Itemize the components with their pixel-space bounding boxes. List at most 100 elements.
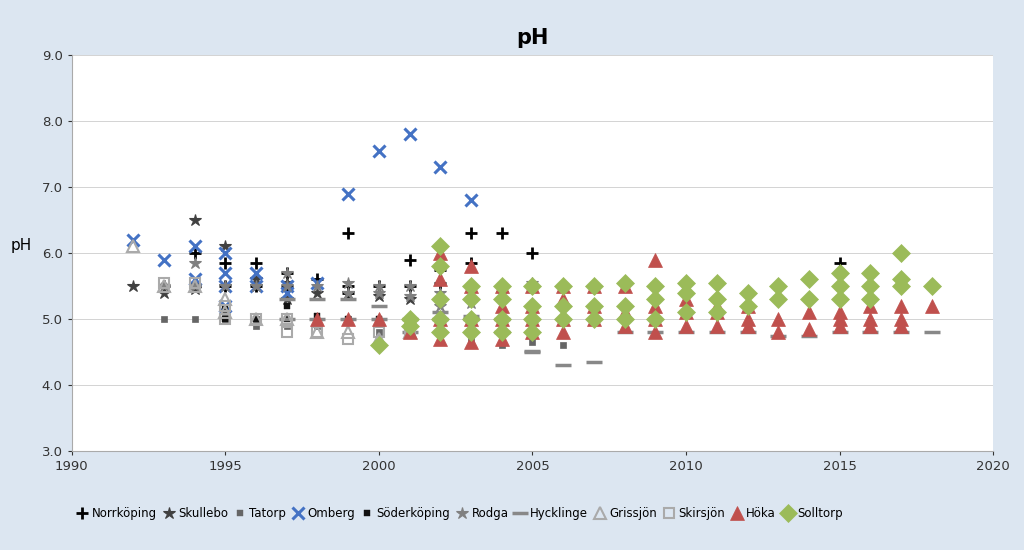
Tatorp — [311, 322, 324, 329]
Norrköping — [342, 283, 354, 289]
Grissjön — [188, 283, 201, 289]
Norrköping — [188, 250, 201, 256]
Rodga — [434, 302, 446, 309]
Norrköping — [465, 260, 477, 266]
Norrköping — [403, 256, 416, 263]
Grissjön — [127, 243, 139, 250]
Line: Rodga: Rodga — [158, 257, 539, 312]
Omberg — [127, 236, 139, 243]
Hycklinge — [311, 296, 324, 303]
Skullebo — [311, 289, 324, 296]
Skirsjön — [403, 329, 416, 336]
Solltorp — [680, 289, 692, 296]
Rodga — [465, 299, 477, 306]
Line: Söderköping: Söderköping — [161, 283, 443, 322]
Line: Tatorp: Tatorp — [161, 309, 566, 349]
Hycklinge — [496, 316, 508, 322]
Hycklinge — [741, 329, 754, 336]
Söderköping — [188, 283, 201, 289]
Hycklinge — [834, 329, 846, 336]
Skullebo — [403, 296, 416, 303]
Hycklinge — [711, 329, 723, 336]
Skullebo — [373, 293, 385, 299]
Skirsjön — [158, 279, 170, 286]
Söderköping — [342, 316, 354, 322]
Solltorp — [434, 243, 446, 250]
Line: Skullebo: Skullebo — [127, 214, 416, 305]
Tatorp — [250, 316, 262, 322]
Grissjön — [219, 296, 231, 303]
Hycklinge — [588, 359, 600, 365]
Grissjön — [311, 329, 324, 336]
Höka — [311, 316, 324, 322]
Hycklinge — [434, 309, 446, 316]
Höka — [496, 302, 508, 309]
Omberg — [158, 256, 170, 263]
Skullebo — [281, 279, 293, 286]
Hycklinge — [281, 316, 293, 322]
Skirsjön — [281, 329, 293, 336]
Y-axis label: pH: pH — [10, 238, 32, 253]
Title: pH: pH — [516, 28, 549, 48]
Skirsjön — [250, 316, 262, 322]
Skullebo — [281, 296, 293, 303]
Söderköping — [373, 316, 385, 322]
Norrköping — [158, 283, 170, 289]
Hycklinge — [526, 349, 539, 355]
Rodga — [526, 279, 539, 286]
Norrköping — [311, 276, 324, 283]
Rodga — [434, 289, 446, 296]
Norrköping — [373, 283, 385, 289]
Omberg — [434, 164, 446, 170]
Tatorp — [403, 329, 416, 336]
Hycklinge — [342, 316, 354, 322]
Line: Omberg: Omberg — [127, 128, 477, 312]
Grissjön — [403, 329, 416, 336]
Tatorp — [434, 329, 446, 336]
Skullebo — [127, 283, 139, 289]
Hycklinge — [403, 329, 416, 336]
Norrköping — [403, 283, 416, 289]
Norrköping — [895, 283, 907, 289]
Norrköping — [557, 283, 569, 289]
Omberg — [342, 190, 354, 197]
Tatorp — [158, 316, 170, 322]
Omberg — [311, 279, 324, 286]
Söderköping — [219, 316, 231, 322]
Tatorp — [342, 316, 354, 322]
Rodga — [403, 293, 416, 299]
Norrköping — [834, 260, 846, 266]
Höka — [926, 302, 938, 309]
Skirsjön — [373, 329, 385, 336]
Hycklinge — [496, 329, 508, 336]
Norrköping — [342, 230, 354, 236]
Tatorp — [281, 322, 293, 329]
Rodga — [281, 270, 293, 276]
Solltorp — [465, 296, 477, 303]
Tatorp — [219, 316, 231, 322]
Norrköping — [496, 230, 508, 236]
Skullebo — [188, 217, 201, 223]
Grissjön — [281, 316, 293, 322]
Rodga — [250, 283, 262, 289]
Tatorp — [465, 336, 477, 342]
Söderköping — [311, 312, 324, 319]
Norrköping — [434, 279, 446, 286]
Hycklinge — [526, 348, 539, 354]
Omberg — [219, 250, 231, 256]
Norrköping — [434, 266, 446, 273]
Norrköping — [219, 260, 231, 266]
Hycklinge — [680, 329, 692, 336]
Rodga — [342, 279, 354, 286]
Söderköping — [281, 302, 293, 309]
Rodga — [342, 289, 354, 296]
Skirsjön — [188, 279, 201, 286]
Hycklinge — [649, 329, 662, 336]
Söderköping — [219, 306, 231, 312]
Tatorp — [526, 339, 539, 345]
Line: Höka: Höka — [310, 246, 939, 349]
Solltorp — [711, 279, 723, 286]
Omberg — [250, 283, 262, 289]
Hycklinge — [465, 312, 477, 319]
Höka — [496, 283, 508, 289]
